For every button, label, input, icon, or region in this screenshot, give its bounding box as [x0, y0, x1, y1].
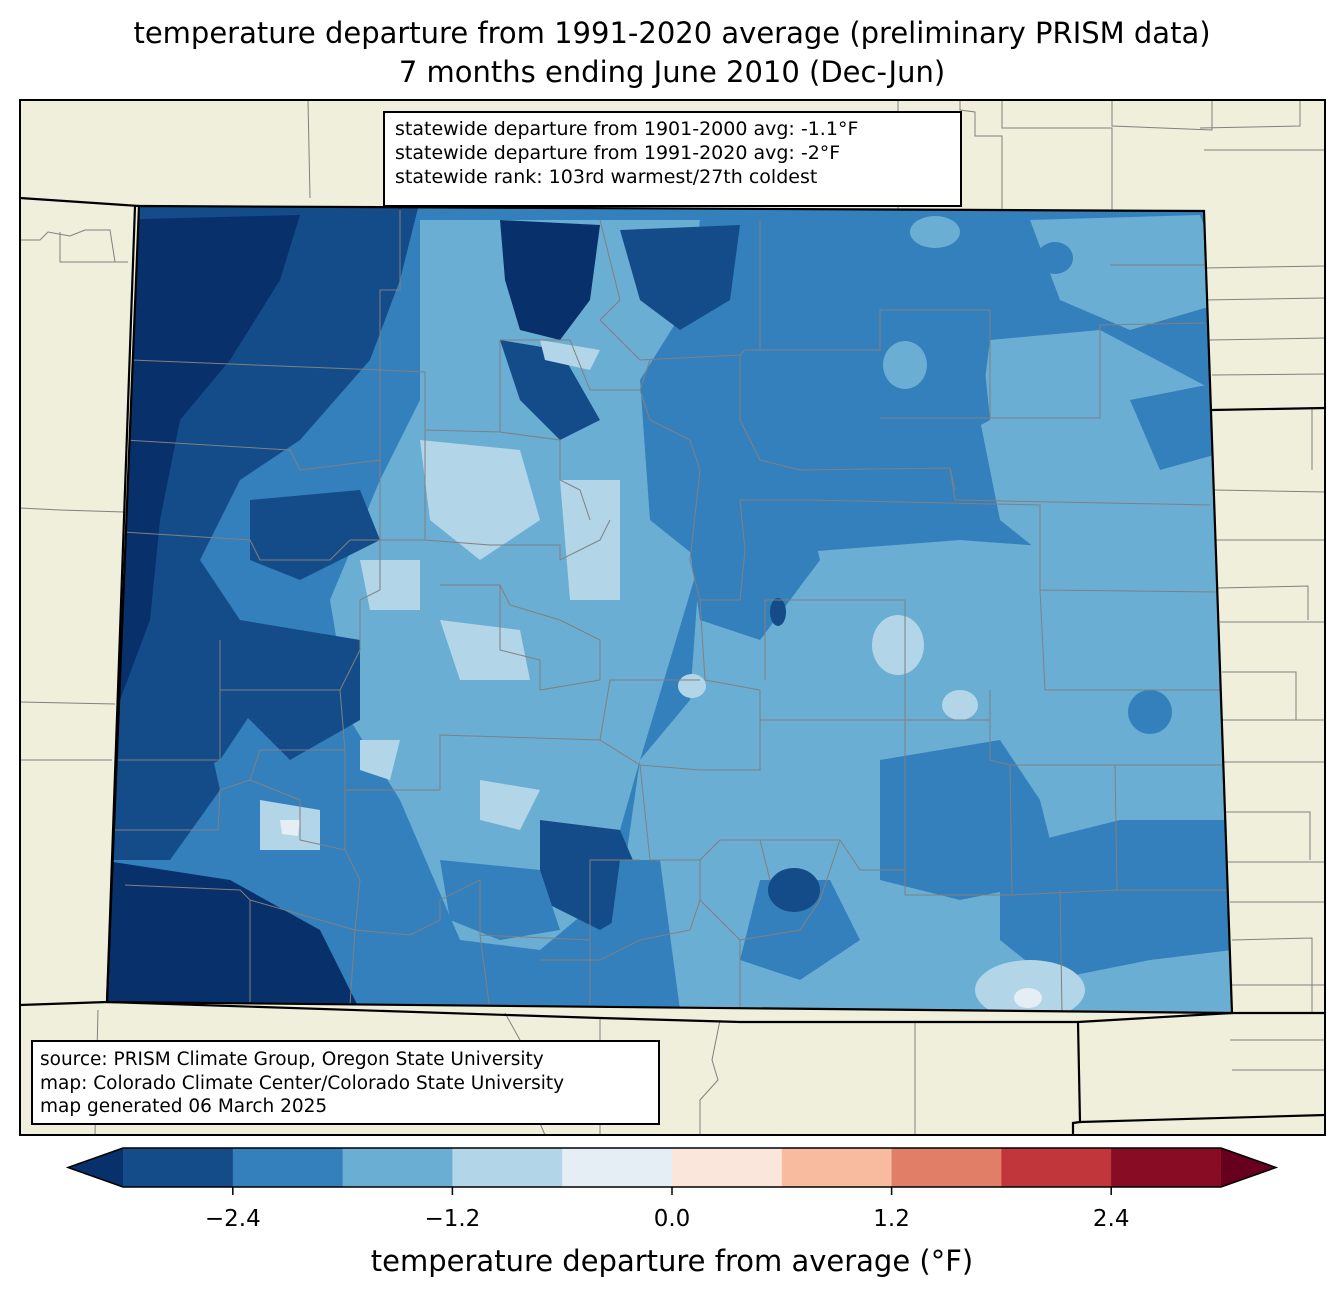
- stats-line-1991-2020: statewide departure from 1991-2020 avg: …: [395, 142, 841, 164]
- stats-line-1901-2000: statewide departure from 1901-2000 avg: …: [395, 118, 859, 140]
- credits-map: map: Colorado Climate Center/Colorado St…: [40, 1072, 565, 1094]
- map-title: temperature departure from 1991-2020 ave…: [133, 16, 1211, 50]
- map-frame: [19, 99, 1326, 1136]
- colorbar-tick-label: 1.2: [873, 1206, 910, 1232]
- colorbar-tick-label: 0.0: [653, 1206, 691, 1232]
- colorado-county-lines: [112, 210, 1230, 1013]
- colorbar-label: temperature departure from average (°F): [370, 1244, 974, 1278]
- colorbar-tick-label: 2.4: [1092, 1206, 1130, 1232]
- colorbar-segment: [123, 1148, 234, 1187]
- credits-source: source: PRISM Climate Group, Oregon Stat…: [40, 1049, 544, 1070]
- colorbar-segment: [1001, 1148, 1112, 1187]
- colorbar-tick-label: −1.2: [424, 1206, 481, 1232]
- neighbor-county-lines: [19, 99, 1326, 1136]
- credits-box: source: PRISM Climate Group, Oregon Stat…: [31, 1040, 660, 1125]
- colorbar-segment: [891, 1148, 1002, 1187]
- colorbar-segment: [781, 1148, 893, 1187]
- colorbar-tick-label: −2.4: [204, 1206, 261, 1232]
- colorbar-segment: [232, 1148, 344, 1187]
- colorbar-segment: [452, 1148, 563, 1187]
- colorbar-segment: [342, 1148, 453, 1187]
- map-subtitle: 7 months ending June 2010 (Dec-Jun): [398, 55, 946, 89]
- stats-line-rank: statewide rank: 103rd warmest/27th colde…: [395, 166, 818, 188]
- state-boundaries: [19, 196, 1326, 1135]
- credits-generated: map generated 06 March 2025: [40, 1096, 328, 1117]
- colorbar-segment: [672, 1148, 783, 1187]
- statewide-stats-box: statewide departure from 1901-2000 avg: …: [383, 111, 962, 207]
- colorbar-extend-low: [68, 1148, 123, 1187]
- colorbar-outline: [65, 1147, 1279, 1188]
- colorbar-segment: [1111, 1148, 1222, 1187]
- colorbar-extend-high: [1221, 1148, 1276, 1187]
- colorbar-segment: [562, 1148, 673, 1187]
